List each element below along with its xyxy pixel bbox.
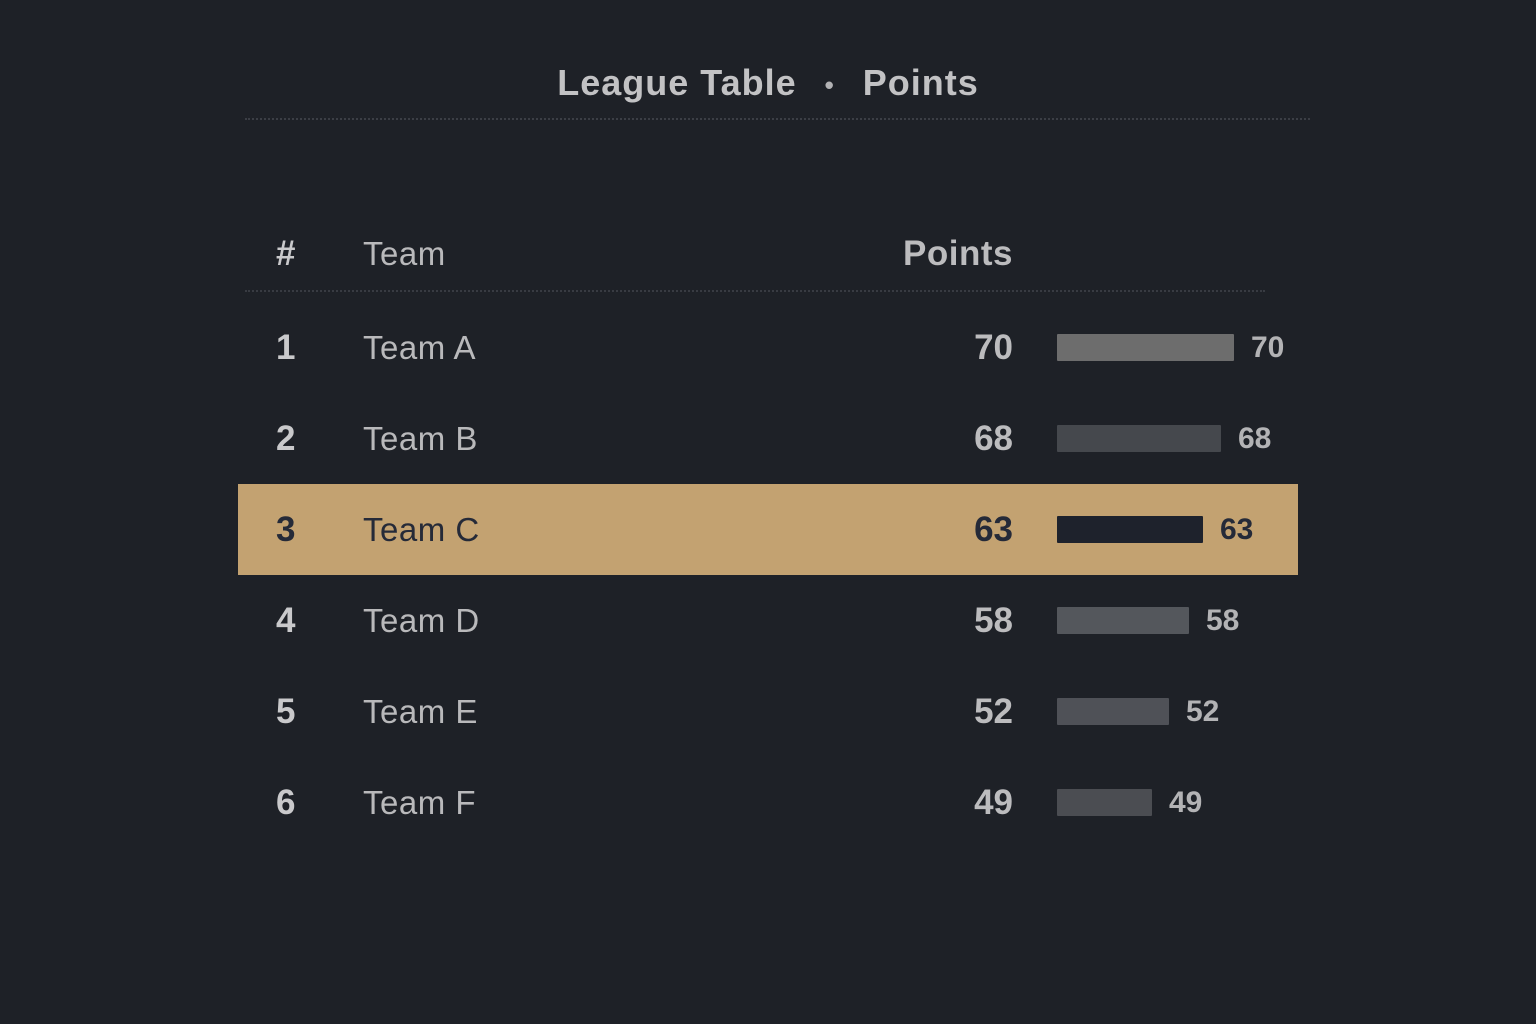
rank-cell: 5 [276,691,296,731]
team-name: Team D [363,601,480,639]
points-bar [1057,516,1203,543]
points-bar [1057,607,1189,634]
page-title-right: Points [862,62,979,103]
points-value: 70 [974,327,1013,367]
rank-cell: 2 [276,418,296,458]
points-bar-label: 52 [1186,694,1220,728]
table-body: 1 Team A 70 70 2 Team B 68 68 3 Team C 6… [238,302,1298,848]
points-value: 52 [974,691,1013,731]
table-header: # Team Points [238,226,1298,282]
rank-cell: 4 [276,600,296,640]
points-bar-label: 63 [1220,512,1254,546]
rank-cell: 3 [276,509,296,549]
header-rank: # [276,234,296,273]
header-team: Team [363,235,446,272]
table-row[interactable]: 6 Team F 49 49 [238,757,1298,848]
rank-cell: 6 [276,782,296,822]
points-bar-label: 49 [1169,785,1203,819]
table-row[interactable]: 5 Team E 52 52 [238,666,1298,757]
table-row[interactable]: 3 Team C 63 63 [238,484,1298,575]
points-bar-group: 68 [1057,393,1271,484]
points-value: 49 [974,782,1013,822]
page-title: League Table • Points [0,62,1536,104]
points-bar [1057,698,1169,725]
page-title-left: League Table [557,62,797,103]
team-name: Team A [363,328,477,366]
points-bar-group: 52 [1057,666,1219,757]
rank-cell: 1 [276,327,296,367]
table-row[interactable]: 2 Team B 68 68 [238,393,1298,484]
points-value: 63 [974,509,1013,549]
points-bar [1057,789,1152,816]
points-bar [1057,425,1221,452]
points-bar-label: 70 [1251,330,1285,364]
points-bar-group: 58 [1057,575,1239,666]
title-separator-dot: • [824,69,835,100]
table-row[interactable]: 4 Team D 58 58 [238,575,1298,666]
team-name: Team E [363,692,478,730]
header-divider [245,290,1265,292]
points-value: 68 [974,418,1013,458]
points-bar-label: 58 [1206,603,1240,637]
title-divider [245,118,1310,120]
points-bar-label: 68 [1238,421,1272,455]
team-name: Team F [363,783,477,821]
team-name: Team B [363,419,478,457]
team-name: Team C [363,510,480,548]
points-bar-group: 49 [1057,757,1202,848]
header-points: Points [903,234,1013,273]
points-bar-group: 70 [1057,302,1284,393]
points-value: 58 [974,600,1013,640]
points-bar-group: 63 [1057,484,1253,575]
table-row[interactable]: 1 Team A 70 70 [238,302,1298,393]
points-bar [1057,334,1234,361]
